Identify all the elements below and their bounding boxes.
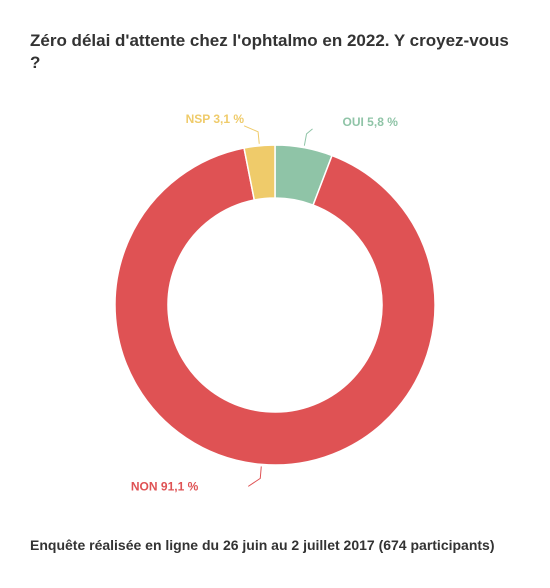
slice-labels: OUI 5,8 % NON 91,1 % NSP 3,1 % xyxy=(131,112,398,494)
leader-line-oui xyxy=(303,128,313,146)
leader-line-nsp xyxy=(243,125,260,144)
chart-title: Zéro délai d'attente chez l'ophtalmo en … xyxy=(30,31,509,72)
chart-footer: Enquête réalisée en ligne du 26 juin au … xyxy=(30,537,495,553)
slice-non xyxy=(114,147,436,466)
slice-nsp xyxy=(243,144,276,201)
slice-label-non: NON 91,1 % xyxy=(131,479,199,493)
donut-slices xyxy=(114,144,436,466)
slice-label-nsp: NSP 3,1 % xyxy=(186,112,245,126)
slice-label-oui: OUI 5,8 % xyxy=(343,115,399,129)
leader-line-non xyxy=(247,466,262,487)
